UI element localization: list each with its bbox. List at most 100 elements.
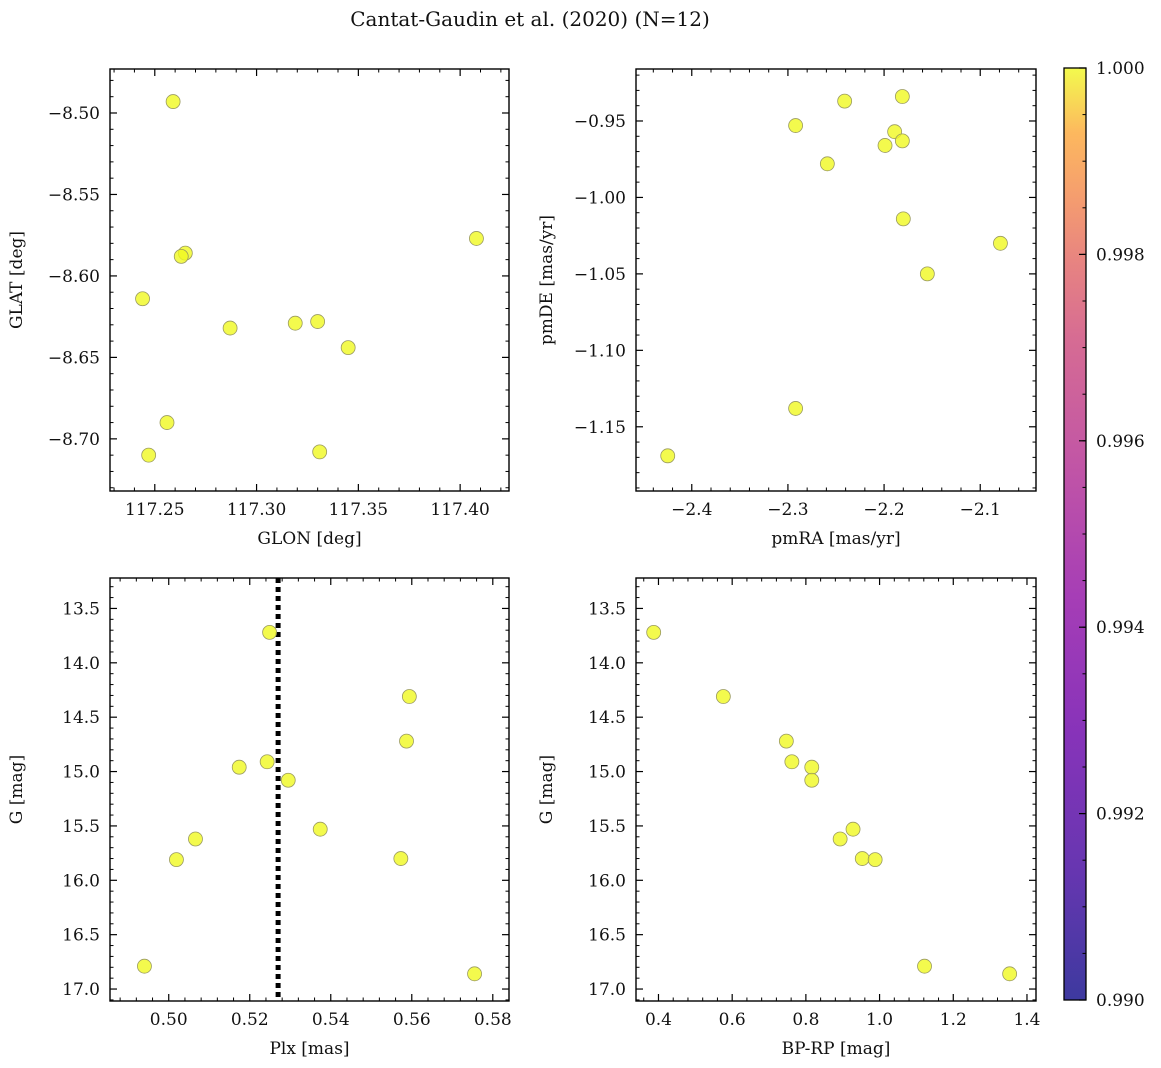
axes-frame [109, 68, 510, 492]
x-tick-label: 1.2 [940, 1010, 967, 1030]
scatter-point [867, 852, 883, 868]
scatter-point [715, 689, 731, 704]
scatter-point [310, 314, 326, 329]
scatter-point [280, 772, 296, 788]
scatter-point [287, 315, 303, 331]
scatter-point [467, 966, 482, 982]
scatter-point [660, 448, 676, 464]
scatter-point [231, 759, 247, 775]
scatter-point [312, 821, 328, 837]
colorbar-tick-label: 0.990 [1096, 991, 1145, 1011]
x-tick-label: 0.58 [474, 1010, 512, 1030]
scatter-point [135, 291, 150, 307]
scatter-point [137, 958, 152, 974]
y-tick-label: 14.0 [588, 654, 626, 674]
x-tick-label: 0.52 [231, 1010, 269, 1030]
scatter-point [340, 340, 356, 356]
scatter-point [399, 733, 414, 749]
scatter-point [877, 138, 893, 153]
scatter-point [784, 754, 800, 770]
colorbar-tick-label: 0.998 [1096, 245, 1145, 265]
scatter-point [894, 89, 910, 104]
colorbar-tick-label: 0.994 [1096, 618, 1145, 638]
x-tick-label: 117.25 [125, 500, 184, 520]
y-tick-label: 15.0 [588, 763, 626, 783]
colorbar-gradient [1064, 68, 1086, 1000]
y-tick-label: −8.65 [48, 348, 100, 368]
y-tick-label: −8.70 [48, 430, 100, 450]
scatter-point [173, 248, 189, 264]
x-tick-label: −2.2 [863, 500, 904, 520]
scatter-point [837, 93, 853, 109]
y-tick-label: −8.55 [48, 185, 100, 205]
y-tick-label: 14.5 [588, 708, 626, 728]
scatter-point [917, 958, 932, 974]
y-tick-label: 15.5 [588, 817, 626, 837]
x-tick-label: −2.4 [671, 500, 712, 520]
scatter-point [169, 852, 184, 868]
x-tick-label: 0.4 [645, 1010, 672, 1030]
scatter-point [788, 401, 804, 416]
x-tick-label: 0.8 [792, 1010, 819, 1030]
panel-glon-glat: 117.25 117.30 117.35 117.40 −8.50 −8.55 −8.60 −… [7, 68, 510, 549]
y-tick-label: 15.0 [62, 763, 100, 783]
y-tick-label: 16.5 [62, 926, 100, 946]
x-tick-label: −2.3 [767, 500, 808, 520]
colorbar-tick-label: 0.996 [1096, 432, 1145, 452]
scatter-point [845, 821, 861, 837]
colorbar: 0.990 0.992 0.994 0.996 0.998 1.000 [1063, 59, 1145, 1011]
x-tick-label: −2.1 [960, 500, 1001, 520]
axes-frame [635, 577, 1037, 1002]
y-tick-label: 17.0 [62, 980, 100, 1000]
scatter-point [259, 754, 275, 770]
x-axis-label: GLON [deg] [257, 529, 361, 549]
x-tick-label: 117.40 [430, 500, 489, 520]
scatter-point [788, 118, 804, 133]
y-tick-label: 14.0 [62, 654, 100, 674]
x-tick-label: 0.56 [393, 1010, 431, 1030]
scatter-point [141, 447, 157, 463]
y-tick-label: 16.0 [62, 871, 100, 891]
scatter-point [819, 156, 835, 172]
scatter-point [1002, 966, 1018, 982]
scatter-point [401, 689, 417, 704]
scatter-point [895, 211, 911, 227]
scatter-point [832, 831, 848, 847]
axes-frame [109, 577, 510, 1002]
axes-frame [635, 68, 1037, 492]
scatter-point [262, 624, 278, 640]
y-axis-label: GLAT [deg] [7, 231, 27, 329]
panel-plx-g: 0.50 0.52 0.54 0.56 0.58 13.5 14.0 14.5 15.0 15.5… [7, 577, 512, 1059]
colorbar-tick-label: 0.992 [1096, 805, 1145, 825]
y-tick-label: 16.5 [588, 926, 626, 946]
y-tick-label: −1.00 [574, 188, 626, 208]
y-tick-label: −1.10 [574, 341, 626, 361]
y-axis-label: G [mag] [537, 755, 557, 824]
y-tick-label: −1.05 [574, 265, 626, 285]
scatter-point [804, 772, 820, 788]
scatter-point [778, 733, 794, 749]
scatter-point [894, 133, 910, 149]
scatter-point [312, 444, 328, 460]
scatter-point [165, 94, 181, 109]
y-tick-label: 16.0 [588, 871, 626, 891]
x-axis-label: Plx [mas] [269, 1039, 349, 1059]
colorbar-tick-label: 1.000 [1096, 59, 1145, 79]
x-tick-label: 117.30 [227, 500, 286, 520]
y-tick-label: 15.5 [62, 817, 100, 837]
x-tick-label: 0.54 [312, 1010, 350, 1030]
panel-bprp-g: 0.4 0.6 0.8 1.0 1.2 1.4 13.5 14.0 14.5 15.0 15.5 16… [537, 577, 1040, 1059]
y-tick-label: −0.95 [574, 112, 626, 132]
scatter-point [159, 415, 175, 430]
x-axis-label: BP-RP [mag] [782, 1039, 891, 1059]
y-tick-label: 13.5 [62, 599, 100, 619]
y-tick-label: −1.15 [574, 418, 626, 438]
x-tick-label: 1.4 [1013, 1010, 1040, 1030]
scatter-point [222, 320, 238, 336]
scatter-point [854, 851, 870, 866]
scatter-point [393, 851, 409, 866]
figure-title: Cantat-Gaudin et al. (2020) (N=12) [350, 7, 710, 31]
scatter-point [188, 831, 203, 847]
scatter-point [646, 624, 662, 640]
